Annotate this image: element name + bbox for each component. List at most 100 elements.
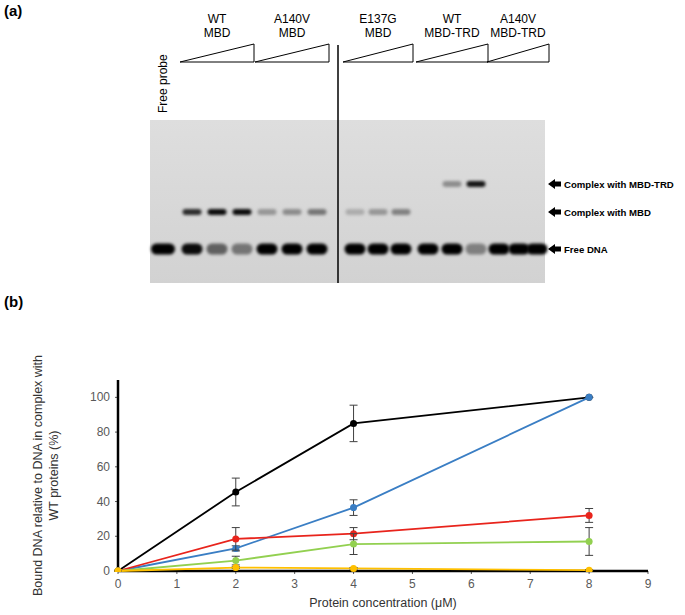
- y-axis-label-line: WT proteins (%): [47, 430, 61, 520]
- error-bar: [585, 508, 593, 522]
- series-point: [232, 535, 239, 542]
- error-bar-cap: [350, 527, 358, 528]
- x-tick-label: 6: [468, 577, 475, 591]
- group-label: MBD: [279, 26, 306, 40]
- error-bar: [350, 405, 358, 441]
- gel-band: [151, 244, 175, 255]
- error-bar-cap: [585, 527, 593, 528]
- gel-band: [232, 244, 253, 255]
- gel-band: [510, 181, 529, 187]
- error-bar: [585, 528, 593, 556]
- band-label: Complex with MBD: [564, 207, 651, 218]
- group-label: MBD: [204, 26, 231, 40]
- y-tick-label: 80: [97, 425, 111, 439]
- band-arrow: [548, 244, 561, 254]
- error-bar-cap: [350, 515, 358, 516]
- series-point: [350, 420, 357, 427]
- y-tick-label: 60: [97, 460, 111, 474]
- error-bar: [232, 528, 240, 551]
- gel-band: [345, 244, 366, 255]
- series-point: [115, 568, 122, 573]
- series-point: [350, 504, 357, 511]
- group-label: WT: [443, 12, 462, 26]
- error-bar-cap: [350, 533, 358, 534]
- group-label: A140V: [500, 12, 536, 26]
- x-tick-label: 3: [291, 577, 298, 591]
- gel-band: [442, 244, 463, 255]
- series-point: [115, 568, 122, 573]
- panel-label: (b): [4, 293, 23, 310]
- group-label: A140V: [274, 12, 310, 26]
- error-bar-cap: [232, 556, 240, 557]
- series-point: [586, 567, 593, 572]
- error-bar: [232, 556, 240, 565]
- gel-band: [368, 244, 389, 255]
- band-label: Free DNA: [564, 244, 608, 255]
- gel-band: [182, 244, 203, 255]
- panel-label: (a): [4, 2, 22, 19]
- error-bar: [232, 478, 240, 506]
- concentration-triangle: [343, 44, 413, 62]
- band-arrow: [548, 207, 561, 217]
- error-bar-cap: [585, 555, 593, 556]
- gel-divider: [337, 45, 339, 283]
- concentration-triangle: [487, 44, 549, 62]
- gel-band: [258, 209, 277, 215]
- gel-background: [150, 120, 545, 283]
- concentration-triangle: [416, 44, 488, 62]
- y-tick-label: 0: [103, 564, 110, 578]
- gel-band: [528, 181, 547, 187]
- series-line: [118, 397, 589, 571]
- gel-band: [490, 181, 509, 187]
- series-point: [232, 488, 239, 495]
- series-point: [350, 541, 357, 548]
- x-tick-label: 4: [350, 577, 357, 591]
- concentration-triangle: [180, 44, 254, 62]
- series-point: [115, 568, 122, 573]
- y-axis-label-line: Bound DNA relative to DNA in complex wit…: [31, 355, 45, 596]
- error-bar: [350, 534, 358, 555]
- error-bar-cap: [350, 405, 358, 406]
- gel-band: [527, 244, 548, 255]
- lane-label: Free probe: [156, 54, 170, 113]
- x-axis-label: Protein concentration (μM): [309, 596, 457, 610]
- gel-band: [467, 181, 486, 187]
- x-tick-label: 2: [232, 577, 239, 591]
- series-point: [586, 394, 593, 401]
- gel-band: [466, 244, 487, 255]
- y-axis: [117, 380, 120, 571]
- group-label: E137G: [359, 12, 396, 26]
- error-bar: [350, 500, 358, 516]
- gel-band: [419, 181, 438, 187]
- y-tick-label: 100: [90, 390, 110, 404]
- group-label: WT: [208, 12, 227, 26]
- series-point: [232, 557, 239, 564]
- series-point: [586, 512, 593, 519]
- series-point: [586, 538, 593, 545]
- band-arrow: [548, 179, 561, 189]
- y-tick-label: 40: [97, 495, 111, 509]
- series-line: [118, 541, 589, 571]
- series-point: [232, 564, 239, 571]
- gel-band: [283, 209, 302, 215]
- group-label: MBD-TRD: [424, 26, 480, 40]
- group-label: MBD: [365, 26, 392, 40]
- gel-band: [207, 244, 228, 255]
- gel-band: [369, 209, 388, 215]
- band-label: Complex with MBD-TRD: [564, 179, 674, 190]
- series-point: [586, 394, 593, 401]
- gel-band: [443, 181, 462, 187]
- series-point: [115, 568, 122, 573]
- gel-band: [183, 209, 202, 215]
- gel-band: [308, 209, 327, 215]
- gel-band: [509, 244, 530, 255]
- x-tick-label: 9: [645, 577, 652, 591]
- x-tick-label: 0: [115, 577, 122, 591]
- error-bar-cap: [232, 550, 240, 551]
- series-point: [350, 565, 357, 572]
- error-bar-cap: [350, 499, 358, 500]
- concentration-triangle: [255, 44, 329, 62]
- y-axis-label: Bound DNA relative to DNA in complex wit…: [31, 355, 61, 596]
- gel-band: [307, 244, 328, 255]
- gel-band: [346, 209, 365, 215]
